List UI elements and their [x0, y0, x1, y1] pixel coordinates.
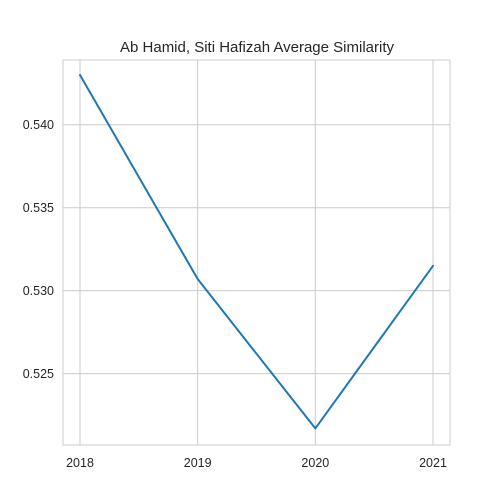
- y-tick-label: 0.525: [23, 367, 54, 381]
- chart-title: Ab Hamid, Siti Hafizah Average Similarit…: [120, 39, 394, 56]
- x-tick-label: 2021: [419, 456, 447, 470]
- x-axis-ticks: 2018 2019 2020 2021: [66, 456, 447, 470]
- plot-area: [63, 60, 450, 445]
- x-tick-label: 2020: [301, 456, 329, 470]
- series-line: [79, 73, 434, 430]
- y-axis-ticks: 0.525 0.530 0.535 0.540: [23, 118, 54, 381]
- x-tick-label: 2019: [184, 456, 212, 470]
- y-tick-label: 0.535: [23, 201, 54, 215]
- grid-lines: [63, 60, 450, 445]
- x-tick-label: 2018: [66, 456, 94, 470]
- y-tick-label: 0.540: [23, 118, 54, 132]
- plot-frame: [62, 59, 451, 446]
- y-tick-label: 0.530: [23, 284, 54, 298]
- series-layer: [79, 73, 434, 430]
